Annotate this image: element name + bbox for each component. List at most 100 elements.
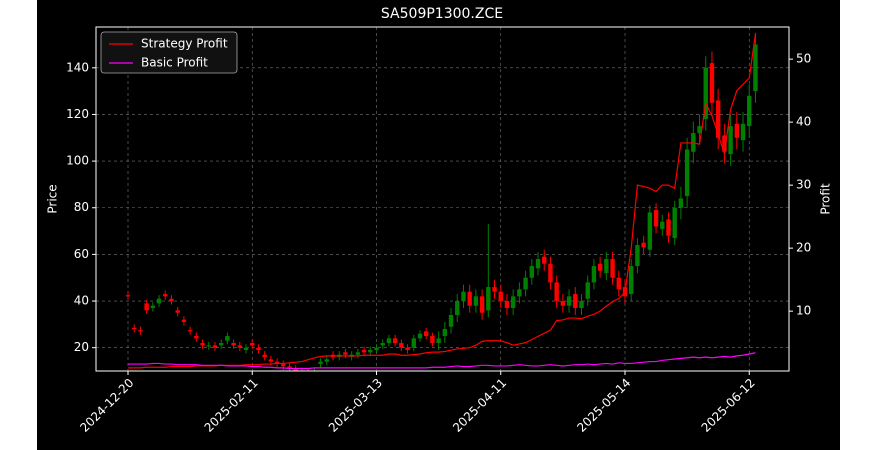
y2-tick-label: 10 (796, 304, 811, 318)
candle-body (728, 126, 733, 155)
x-tick-label: 2025-03-13 (326, 376, 385, 435)
candle-body (423, 331, 429, 337)
candle-body (169, 298, 174, 302)
y2-tick-label: 40 (796, 115, 811, 129)
candle-body (132, 327, 137, 330)
candle-body (510, 296, 516, 309)
candle-body (653, 210, 659, 227)
candle-body (218, 343, 224, 346)
y2-tick-label: 20 (796, 241, 811, 255)
candle-body (560, 301, 566, 306)
candle-body (610, 259, 615, 278)
y2-tick-label: 50 (796, 52, 811, 66)
x-tick-label: 2025-04-11 (450, 376, 509, 435)
legend-label: Basic Profit (141, 56, 208, 70)
candle-body (703, 67, 708, 120)
candle-body (517, 289, 522, 297)
candle-body (479, 296, 485, 313)
candle-body (666, 219, 671, 236)
candle-body (187, 330, 193, 332)
y-tick-label: 60 (74, 247, 89, 261)
candle-body (678, 198, 684, 208)
x-tick-label: 2025-02-11 (202, 376, 261, 435)
candle-body (566, 296, 572, 306)
candle-body (542, 256, 547, 264)
candle-body (306, 372, 310, 373)
candle-body (430, 336, 435, 344)
candle-body (399, 343, 404, 348)
candle-body (361, 350, 367, 353)
candle-body (641, 242, 646, 248)
candle-body (604, 259, 609, 274)
candle-body (243, 347, 249, 351)
candle-body (554, 282, 559, 302)
candle-body (591, 266, 597, 283)
candle-body (156, 298, 162, 304)
candle-body (386, 338, 392, 344)
x-tick-label: 2024-12-20 (77, 376, 136, 435)
candle-body (684, 149, 690, 197)
y-tick-label: 40 (74, 294, 89, 308)
y-axis-label: Price (46, 184, 60, 213)
candle-body (672, 207, 677, 239)
candle-body (722, 135, 727, 152)
candle-body (461, 291, 466, 302)
candle-body (318, 361, 323, 365)
candle-body (392, 338, 398, 344)
candle-body (747, 95, 752, 127)
candle-body (125, 295, 131, 297)
candle-body (647, 212, 653, 250)
candle-body (144, 303, 149, 311)
candle-body (535, 259, 541, 269)
candle-body (225, 336, 230, 341)
candle-body (629, 266, 634, 295)
candle-body (250, 343, 255, 346)
candle-body (181, 319, 187, 323)
plot-area (125, 32, 758, 373)
candle-body (287, 366, 292, 369)
candle-body (579, 301, 584, 309)
chart-title: SA509P1300.ZCE (381, 6, 503, 22)
candle-body (274, 361, 280, 365)
x-tick-label: 2025-05-14 (574, 376, 633, 435)
y-tick-label: 80 (74, 200, 89, 214)
candle-body (411, 338, 416, 348)
line-series (127, 33, 757, 369)
candle-body (448, 315, 454, 327)
candle-body (293, 368, 298, 371)
y-tick-label: 100 (66, 154, 89, 168)
candle-body (635, 245, 640, 267)
candle-body (200, 343, 205, 346)
candle-body (492, 287, 497, 292)
candle-body (498, 291, 503, 302)
candle-body (436, 338, 441, 344)
candle-body (355, 352, 361, 355)
candle-body (405, 347, 410, 351)
candle-body (343, 352, 348, 355)
candle-body (740, 123, 746, 141)
candle-body (281, 364, 286, 367)
candle-body (597, 263, 603, 271)
candle-body (268, 359, 274, 362)
x-tick-label: 2025-06-12 (699, 376, 758, 435)
candle-body (175, 310, 180, 313)
candle-body (523, 277, 528, 290)
candle-body (212, 345, 218, 348)
candle-body (194, 336, 199, 339)
candle-body (442, 329, 448, 337)
candle-body (417, 333, 423, 339)
candle-body (734, 123, 740, 138)
legend-label: Strategy Profit (141, 37, 228, 51)
candle-body (585, 282, 590, 299)
legend-box (100, 31, 238, 74)
candle-body (368, 350, 373, 353)
candle-body (548, 263, 553, 283)
y-tick-label: 140 (66, 60, 89, 74)
candle-body (473, 296, 479, 306)
candle-body (660, 221, 665, 229)
candle-body (486, 287, 491, 311)
candle-body (262, 354, 267, 358)
y-tick-label: 20 (74, 340, 89, 354)
